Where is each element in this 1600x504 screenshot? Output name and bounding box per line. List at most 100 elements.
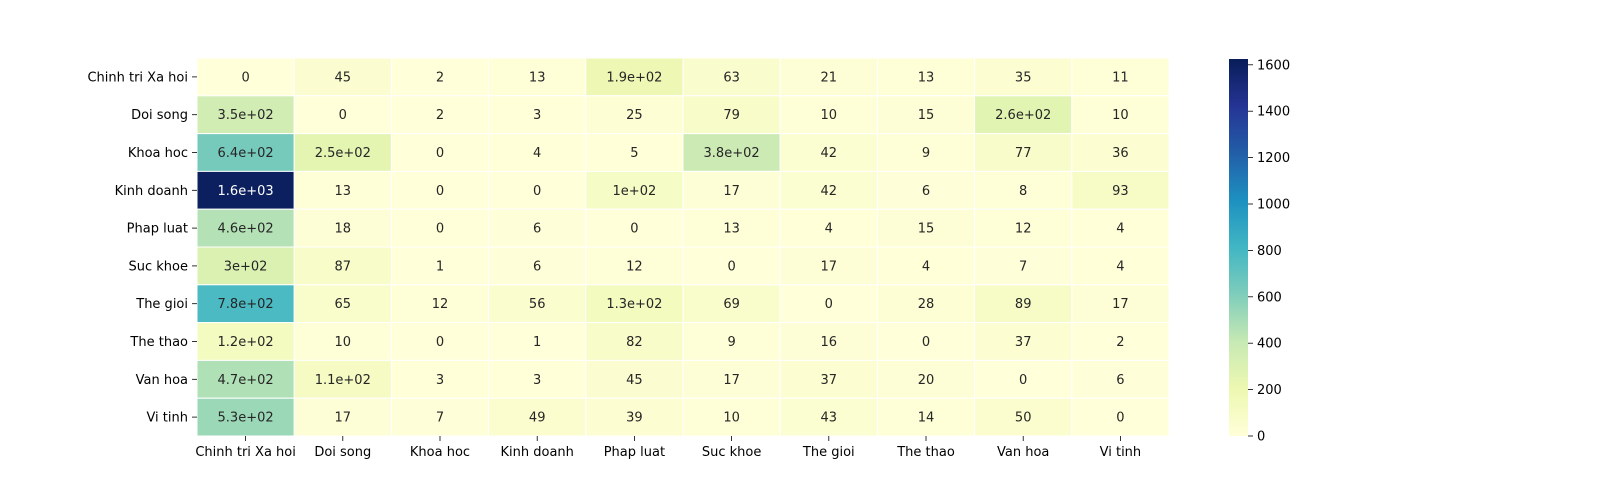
cell-value-label: 1.6e+03 bbox=[218, 184, 274, 199]
heatmap-cell bbox=[974, 397, 1073, 437]
heatmap-cell bbox=[585, 322, 684, 361]
cell-value-label: 3.5e+02 bbox=[218, 108, 274, 123]
cell-value-label: 1.1e+02 bbox=[315, 373, 371, 388]
cell-value-label: 4 bbox=[1116, 259, 1124, 274]
heatmap-cell bbox=[488, 397, 587, 437]
cell-value-label: 12 bbox=[626, 259, 643, 274]
y-tick-label: Doi song bbox=[131, 108, 188, 123]
cell-value-label: 10 bbox=[335, 335, 352, 350]
heatmap-cell bbox=[293, 133, 392, 172]
heatmap-cell bbox=[1071, 359, 1170, 399]
cell-value-label: 77 bbox=[1015, 146, 1032, 161]
heatmap-cell bbox=[390, 246, 490, 286]
colorbar-tick-label: 1200 bbox=[1257, 151, 1290, 166]
cell-value-label: 12 bbox=[432, 297, 449, 312]
cell-value-label: 4.7e+02 bbox=[218, 373, 274, 388]
x-tick-label: Doi song bbox=[314, 445, 371, 460]
heatmap-cell bbox=[974, 170, 1073, 210]
heatmap-cell bbox=[390, 322, 490, 361]
cell-value-label: 17 bbox=[335, 411, 352, 426]
heatmap-cell bbox=[974, 284, 1073, 324]
cell-value-label: 10 bbox=[723, 411, 740, 426]
cell-value-label: 4 bbox=[922, 259, 930, 274]
cell-value-label: 6 bbox=[1116, 373, 1124, 388]
heatmap-cell bbox=[585, 246, 684, 286]
x-tick-label: Kinh doanh bbox=[500, 445, 573, 460]
cell-value-label: 1.2e+02 bbox=[218, 335, 274, 350]
heatmap-cell bbox=[1071, 170, 1170, 210]
heatmap-cell bbox=[779, 170, 878, 210]
heatmap-cell bbox=[585, 133, 684, 172]
cell-value-label: 3e+02 bbox=[224, 259, 268, 274]
cell-value-label: 35 bbox=[1015, 70, 1032, 85]
cell-value-label: 1.9e+02 bbox=[606, 70, 662, 85]
heatmap-cell bbox=[488, 322, 587, 361]
cell-value-label: 0 bbox=[339, 108, 347, 123]
x-tick-label: Chinh tri Xa hoi bbox=[195, 445, 296, 460]
cell-value-label: 15 bbox=[918, 108, 935, 123]
heatmap-cell bbox=[293, 57, 392, 97]
heatmap-cell bbox=[876, 133, 976, 172]
cell-value-label: 0 bbox=[630, 222, 638, 237]
cell-value-label: 39 bbox=[626, 411, 643, 426]
cell-value-label: 36 bbox=[1112, 146, 1129, 161]
cell-value-label: 1 bbox=[436, 259, 444, 274]
cell-value-label: 0 bbox=[436, 184, 444, 199]
cell-value-label: 0 bbox=[436, 335, 444, 350]
heatmap-cell bbox=[974, 95, 1073, 135]
heatmap-cell bbox=[196, 246, 295, 286]
cell-value-label: 1 bbox=[533, 335, 541, 350]
cell-value-label: 43 bbox=[821, 411, 838, 426]
colorbar: 0 200 400 600 800 1000 1200 1400 1600 bbox=[1229, 58, 1290, 445]
heatmap-cell bbox=[682, 322, 781, 361]
cell-value-label: 0 bbox=[436, 222, 444, 237]
heatmap-cell bbox=[876, 322, 976, 361]
y-tick-label: Vi tinh bbox=[146, 411, 188, 426]
cell-value-label: 17 bbox=[723, 373, 740, 388]
heatmap-cell bbox=[779, 95, 878, 135]
heatmap-cell bbox=[876, 208, 976, 248]
heatmap-cell bbox=[488, 284, 587, 324]
cell-value-label: 20 bbox=[918, 373, 935, 388]
heatmap-cell bbox=[196, 284, 295, 324]
heatmap-cell bbox=[974, 322, 1073, 361]
colorbar-tick-label: 800 bbox=[1257, 244, 1282, 259]
cell-value-label: 42 bbox=[821, 146, 838, 161]
cell-value-label: 0 bbox=[825, 297, 833, 312]
cell-value-label: 13 bbox=[529, 70, 546, 85]
colorbar-gradient bbox=[1229, 59, 1248, 436]
heatmap-cell bbox=[682, 95, 781, 135]
heatmap-cells bbox=[196, 57, 1170, 437]
cell-value-label: 10 bbox=[821, 108, 838, 123]
heatmap-cell bbox=[974, 208, 1073, 248]
cell-value-label: 2 bbox=[436, 70, 444, 85]
cell-value-label: 45 bbox=[626, 373, 643, 388]
cell-value-label: 9 bbox=[922, 146, 930, 161]
cell-value-label: 2.6e+02 bbox=[995, 108, 1051, 123]
cell-value-label: 65 bbox=[335, 297, 352, 312]
heatmap-cell bbox=[196, 133, 295, 172]
y-tick-label: Phap luat bbox=[127, 222, 188, 237]
heatmap-cell bbox=[196, 397, 295, 437]
cell-value-label: 1.3e+02 bbox=[606, 297, 662, 312]
cell-value-label: 50 bbox=[1015, 411, 1032, 426]
heatmap-cell bbox=[779, 133, 878, 172]
cell-value-label: 3 bbox=[533, 373, 541, 388]
heatmap-cell bbox=[974, 359, 1073, 399]
cell-value-label: 14 bbox=[918, 411, 935, 426]
heatmap-cell bbox=[293, 208, 392, 248]
x-tick-label: Phap luat bbox=[604, 445, 665, 460]
cell-value-label: 2 bbox=[1116, 335, 1124, 350]
cell-value-label: 7 bbox=[1019, 259, 1027, 274]
cell-value-label: 9 bbox=[727, 335, 735, 350]
y-axis: Chinh tri Xa hoi Doi song Khoa hoc Kinh doa… bbox=[87, 70, 197, 426]
colorbar-tick-label: 600 bbox=[1257, 290, 1282, 305]
heatmap-cell bbox=[196, 57, 295, 97]
cell-value-label: 2.5e+02 bbox=[315, 146, 371, 161]
cell-value-label: 42 bbox=[821, 184, 838, 199]
heatmap-cell bbox=[779, 284, 878, 324]
heatmap-cell bbox=[682, 397, 781, 437]
heatmap-cell bbox=[390, 57, 490, 97]
cell-value-label: 28 bbox=[918, 297, 935, 312]
